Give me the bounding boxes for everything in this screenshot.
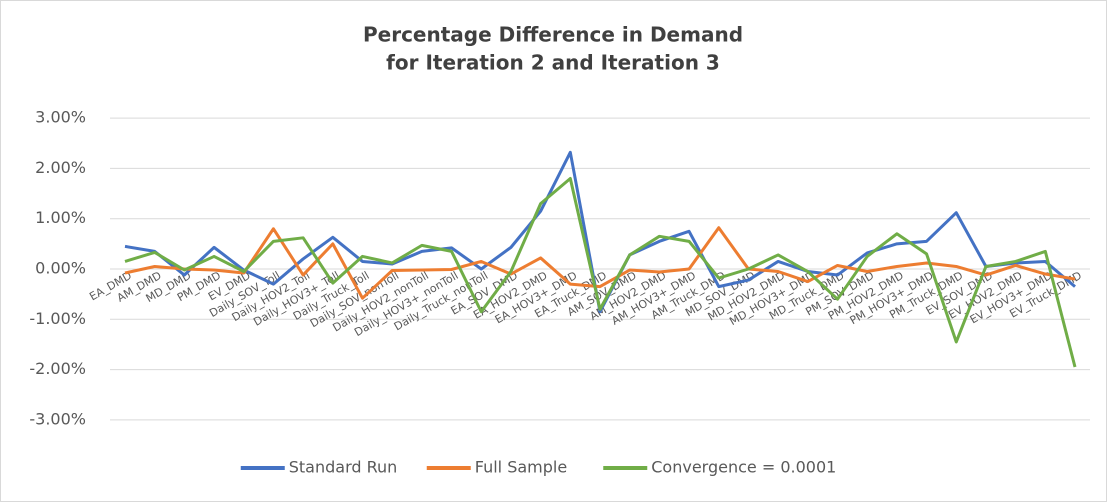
chart-title: Percentage Difference in Demand [363, 23, 743, 47]
series-line [124, 150, 1076, 314]
y-tick-label: 3.00% [35, 108, 86, 127]
series-line [124, 176, 1077, 368]
y-tick-label: 1.00% [35, 208, 86, 227]
y-tick-label: 0.00% [35, 259, 86, 278]
legend-label: Convergence = 0.0001 [651, 458, 836, 477]
y-tick-label: 2.00% [35, 158, 86, 177]
legend-label: Full Sample [475, 458, 567, 477]
legend-label: Standard Run [289, 458, 398, 477]
y-tick-label: -2.00% [29, 359, 86, 378]
series-line [124, 226, 1076, 300]
chart-title: for Iteration 2 and Iteration 3 [386, 51, 720, 75]
y-tick-label: -3.00% [29, 409, 86, 428]
y-tick-label: -1.00% [29, 309, 86, 328]
